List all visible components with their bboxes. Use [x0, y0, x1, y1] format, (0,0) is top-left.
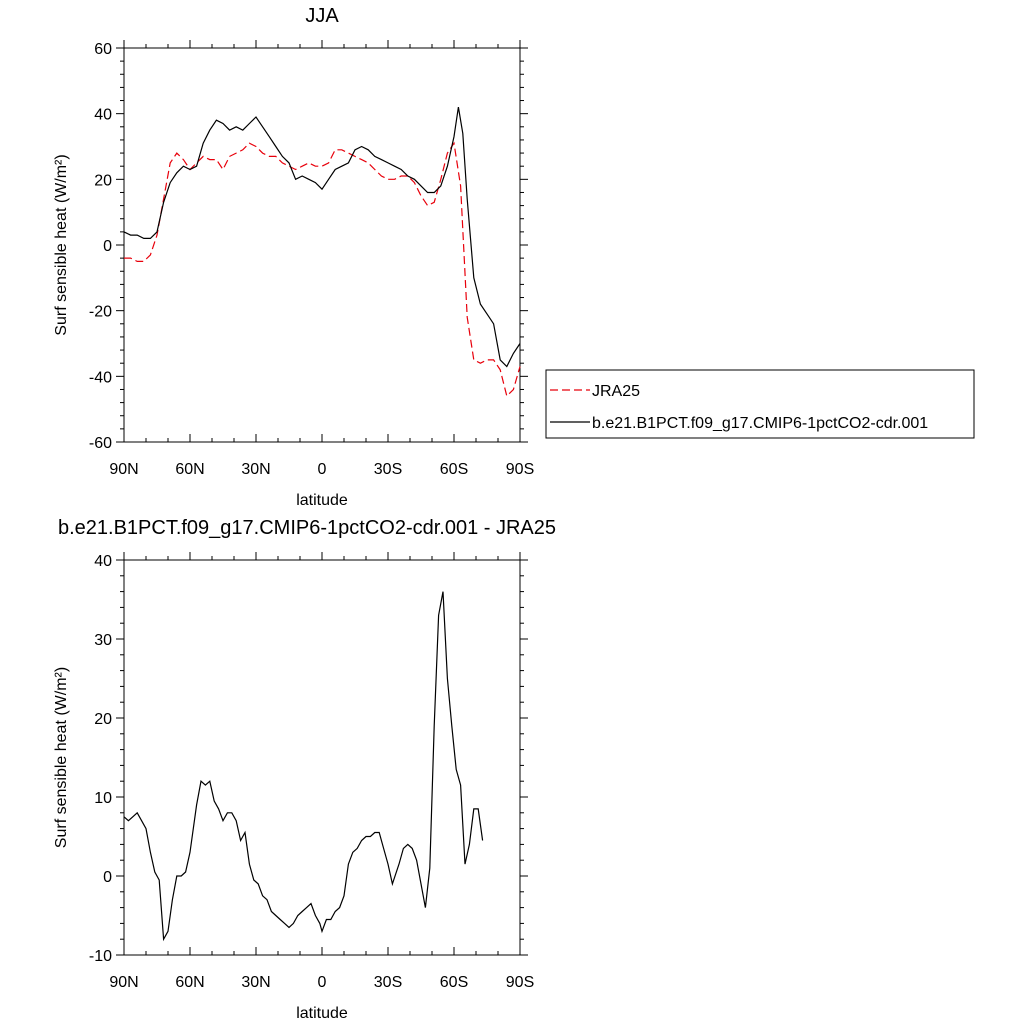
x-tick-label: 30S: [374, 974, 402, 991]
upper-panel-jja: JJA -60 -40 -20 0 20 40 60 90N 60N 30N 0 30S 60S 90S la…: [53, 5, 975, 509]
y-axis-label: Surf sensible heat (W/m²): [53, 667, 70, 848]
legend-entry: b.e21.B1PCT.f09_g17.CMIP6-1pctCO2-cdr.00…: [592, 415, 928, 432]
chart-title: b.e21.B1PCT.f09_g17.CMIP6-1pctCO2-cdr.00…: [58, 517, 556, 539]
series-line-model: [123, 591, 484, 942]
y-tick-label: 60: [94, 41, 112, 58]
legend-entry: JRA25: [592, 383, 640, 400]
y-axis-label: Surf sensible heat (W/m²): [53, 154, 70, 335]
x-tick-label: 60S: [440, 461, 468, 478]
x-axis-label: latitude: [296, 492, 348, 509]
chart-title: JJA: [305, 5, 339, 27]
plot-frame: [123, 559, 521, 956]
plot-frame: [123, 47, 521, 443]
y-tick-label: -40: [89, 369, 112, 386]
y-tick-label: 0: [103, 869, 112, 886]
series-line-model: [123, 107, 521, 368]
y-tick-label: 40: [94, 553, 112, 570]
x-tick-label: 60S: [440, 974, 468, 991]
y-tick-label: -20: [89, 304, 112, 321]
x-axis-label: latitude: [296, 1005, 348, 1022]
y-tick-label: 10: [94, 790, 112, 807]
y-tick-label: 0: [103, 238, 112, 255]
x-tick-label: 90S: [506, 461, 534, 478]
x-tick-label: 30N: [241, 461, 270, 478]
x-tick-label: 60N: [175, 974, 204, 991]
y-tick-label: -10: [89, 948, 112, 965]
x-tick-label: 60N: [175, 461, 204, 478]
y-tick-label: 30: [94, 632, 112, 649]
y-tick-label: 20: [94, 711, 112, 728]
lower-panel-difference: b.e21.B1PCT.f09_g17.CMIP6-1pctCO2-cdr.00…: [53, 517, 556, 1022]
x-tick-label: 0: [318, 974, 327, 991]
series-line-jra25: [124, 141, 521, 398]
x-tick-label: 90S: [506, 974, 534, 991]
legend-box: [545, 369, 975, 439]
x-tick-label: 30N: [241, 974, 270, 991]
y-tick-label: 40: [94, 107, 112, 124]
y-tick-label: 20: [94, 172, 112, 189]
y-tick-label: -60: [89, 435, 112, 452]
x-tick-label: 0: [318, 461, 327, 478]
x-tick-label: 90N: [109, 461, 138, 478]
x-tick-label: 90N: [109, 974, 138, 991]
x-tick-label: 30S: [374, 461, 402, 478]
